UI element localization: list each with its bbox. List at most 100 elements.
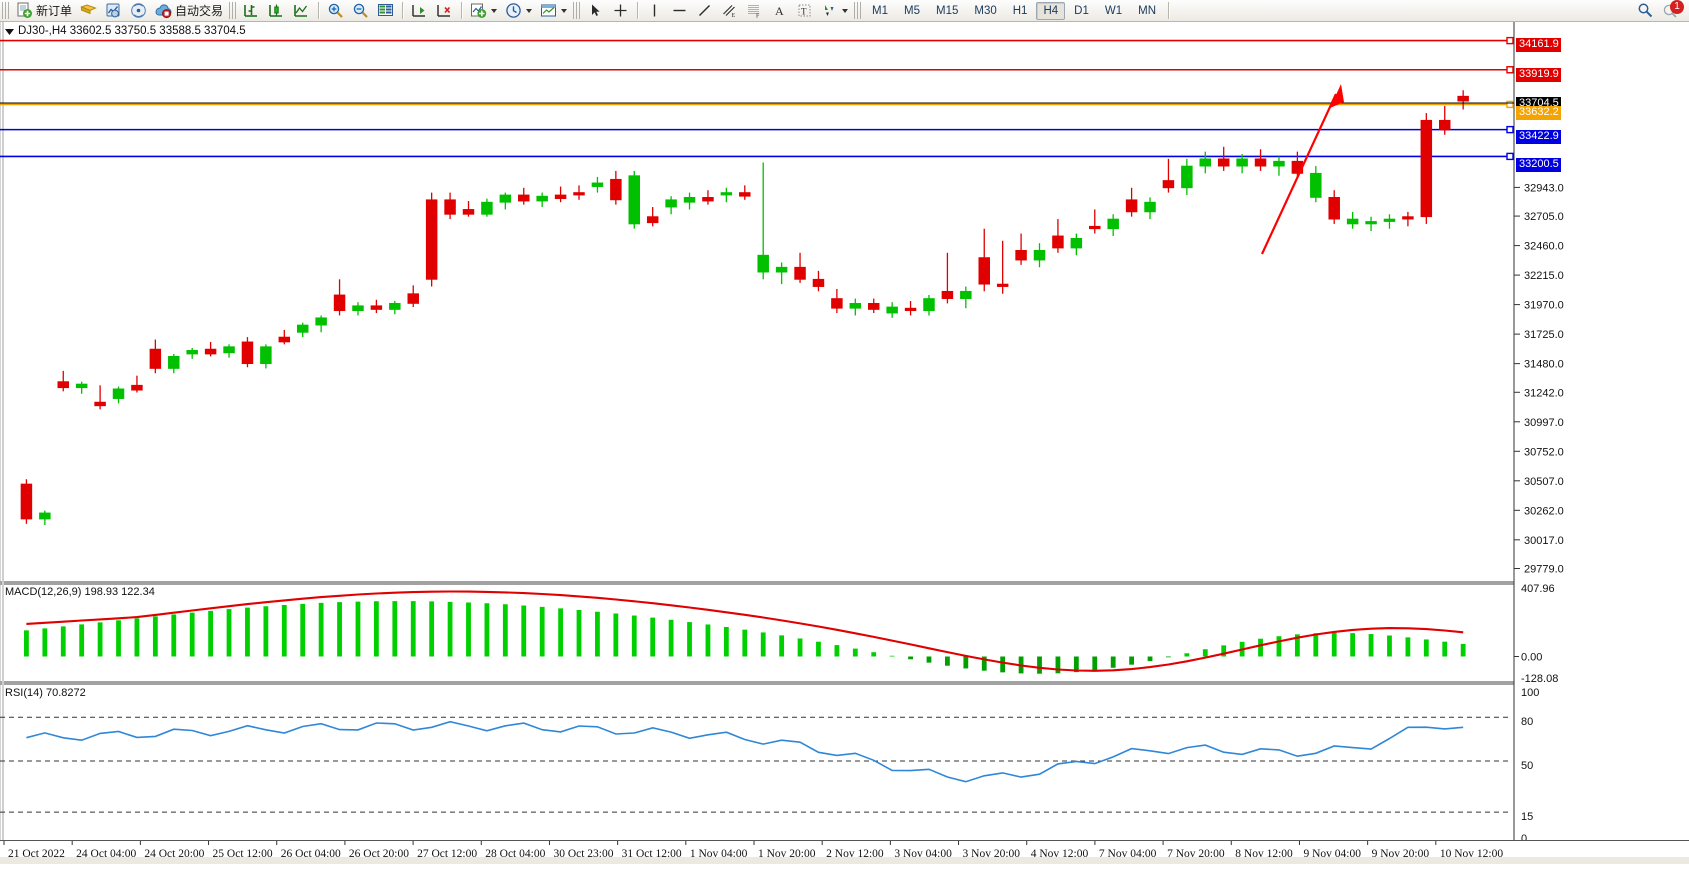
- toolbar-separator-1: [318, 2, 320, 19]
- crosshair-tool-button[interactable]: [608, 0, 633, 22]
- price-tag-value: 33200.5: [1519, 158, 1559, 170]
- navigator-button[interactable]: [126, 0, 151, 22]
- timeframe-w1[interactable]: W1: [1104, 4, 1123, 17]
- chart-shift-icon: [437, 5, 451, 17]
- svg-text:0.00: 0.00: [1521, 651, 1542, 663]
- terminal-button[interactable]: [76, 0, 101, 22]
- toolbar-separator-5: [1168, 2, 1169, 19]
- toolbar-grip-4[interactable]: [854, 2, 862, 19]
- axis-value-labels: 32943.0 32705.0 32460.0 32215.0 31970.0 31725…: [1521, 182, 1564, 840]
- chart-canvas[interactable]: 32943.0 32705.0 32460.0 32215.0 31970.0 31725…: [0, 22, 1689, 840]
- horizontal-line-button[interactable]: [667, 0, 692, 22]
- template-icon: [541, 4, 557, 17]
- bar-chart-button[interactable]: [239, 0, 264, 22]
- candlestick-icon: [269, 4, 283, 17]
- svg-text:A: A: [775, 4, 784, 18]
- shapes-button[interactable]: [817, 0, 852, 22]
- symbol-ohlc-label: DJ30-,H4 33602.5 33750.5 33588.5 33704.5: [18, 25, 246, 37]
- price-axis: [1514, 186, 1520, 657]
- cursor-tool-button[interactable]: [583, 0, 608, 22]
- toolbar-grip-2[interactable]: [229, 2, 237, 19]
- zoom-out-icon: [353, 3, 368, 18]
- vertical-line-button[interactable]: [642, 0, 667, 22]
- timeframe-d1[interactable]: D1: [1074, 4, 1089, 17]
- toolbar-grip-1[interactable]: [2, 2, 9, 19]
- svg-text:31970.0: 31970.0: [1524, 300, 1564, 312]
- notification-count: 1: [1674, 0, 1680, 12]
- toolbar-separator-4: [637, 2, 639, 19]
- search-button[interactable]: [1633, 0, 1658, 22]
- svg-text:80: 80: [1521, 716, 1533, 728]
- svg-text:31242.0: 31242.0: [1524, 387, 1564, 399]
- line-chart-button[interactable]: [289, 0, 314, 22]
- toolbar-separator-2: [402, 2, 404, 19]
- auto-scroll-button[interactable]: [407, 0, 432, 22]
- autotrading-label: 自动交易: [175, 4, 224, 18]
- indicators-dropdown-arrow[interactable]: [491, 8, 498, 13]
- period-dropdown-arrow[interactable]: [526, 8, 533, 13]
- line-chart-icon: [294, 5, 308, 17]
- chart-collapse-icon[interactable]: [4, 26, 15, 37]
- toolbar-separator-3: [461, 2, 463, 19]
- text-icon: A: [775, 4, 784, 18]
- timeframe-h4[interactable]: H4: [1036, 1, 1066, 20]
- toolbar-grip-3[interactable]: [573, 2, 581, 19]
- timeframe-h1[interactable]: H1: [1012, 4, 1028, 17]
- templates-button[interactable]: [536, 0, 571, 22]
- chart-shift-button[interactable]: [432, 0, 457, 22]
- text-label-button[interactable]: T: [792, 0, 817, 22]
- svg-text:T: T: [801, 7, 807, 17]
- svg-text:15: 15: [1521, 811, 1533, 823]
- crosshair-icon: [614, 4, 627, 17]
- up-arrow-annotation[interactable]: [1261, 84, 1344, 255]
- price-tag-value: 33422.9: [1519, 130, 1559, 142]
- svg-text:30997.0: 30997.0: [1524, 417, 1564, 429]
- period-button[interactable]: [501, 0, 536, 22]
- price-tag-value: 33919.9: [1519, 68, 1559, 80]
- bar-chart-icon: [244, 5, 258, 17]
- svg-text:31725.0: 31725.0: [1524, 329, 1564, 341]
- candlestick-chart-button[interactable]: [264, 0, 289, 22]
- timeframe-m5[interactable]: M5: [904, 4, 920, 17]
- svg-text:30017.0: 30017.0: [1524, 535, 1564, 547]
- add-indicator-icon: [471, 3, 487, 18]
- shapes-dropdown-arrow[interactable]: [842, 8, 849, 13]
- main-toolbar: 新订单 自动交易: [0, 0, 1689, 22]
- rsi-label: RSI(14) 70.8272: [5, 687, 86, 699]
- horizontal-line-icon: [673, 9, 686, 12]
- timeframe-m1[interactable]: M1: [872, 4, 889, 17]
- trendline-button[interactable]: [692, 0, 717, 22]
- svg-text:32215.0: 32215.0: [1524, 270, 1564, 282]
- price-tag-3[interactable]: 33632.2: [1516, 106, 1561, 120]
- text-tool-button[interactable]: A: [767, 0, 792, 22]
- price-tag-4[interactable]: 33422.9: [1516, 130, 1561, 144]
- new-order-label: 新订单: [36, 4, 73, 18]
- svg-text:31480.0: 31480.0: [1524, 359, 1564, 371]
- equidistant-channel-button[interactable]: E: [717, 0, 742, 22]
- timeframe-m15[interactable]: M15: [936, 4, 959, 17]
- auto-scroll-icon: [412, 5, 426, 17]
- svg-text:32460.0: 32460.0: [1524, 241, 1564, 253]
- timeframe-m30[interactable]: M30: [974, 4, 997, 17]
- folder-yellow-icon: [80, 4, 97, 15]
- indicators-button[interactable]: [466, 0, 501, 22]
- notifications-button[interactable]: 1: [1658, 0, 1684, 22]
- timeframe-mn[interactable]: MN: [1138, 4, 1156, 17]
- svg-text:32705.0: 32705.0: [1524, 211, 1564, 223]
- rsi-indicator-panel: [0, 716, 1512, 813]
- arrows-shapes-icon: [825, 5, 834, 16]
- fibonacci-button[interactable]: F: [742, 0, 767, 22]
- templates-dropdown-arrow[interactable]: [561, 8, 568, 13]
- new-order-button[interactable]: 新订单: [12, 0, 76, 22]
- price-tag-5[interactable]: 33200.5: [1516, 158, 1561, 172]
- price-tag-0[interactable]: 34161.9: [1516, 38, 1561, 52]
- candlestick-series: [20, 90, 1469, 526]
- svg-text:29779.0: 29779.0: [1524, 563, 1564, 575]
- data-window-button[interactable]: [373, 0, 398, 22]
- autotrading-button[interactable]: 自动交易: [151, 0, 227, 22]
- price-tag-1[interactable]: 33919.9: [1516, 68, 1561, 82]
- zoom-in-button[interactable]: [323, 0, 348, 22]
- zoom-out-button[interactable]: [348, 0, 373, 22]
- market-watch-button[interactable]: [101, 0, 126, 22]
- svg-text:30262.0: 30262.0: [1524, 505, 1564, 517]
